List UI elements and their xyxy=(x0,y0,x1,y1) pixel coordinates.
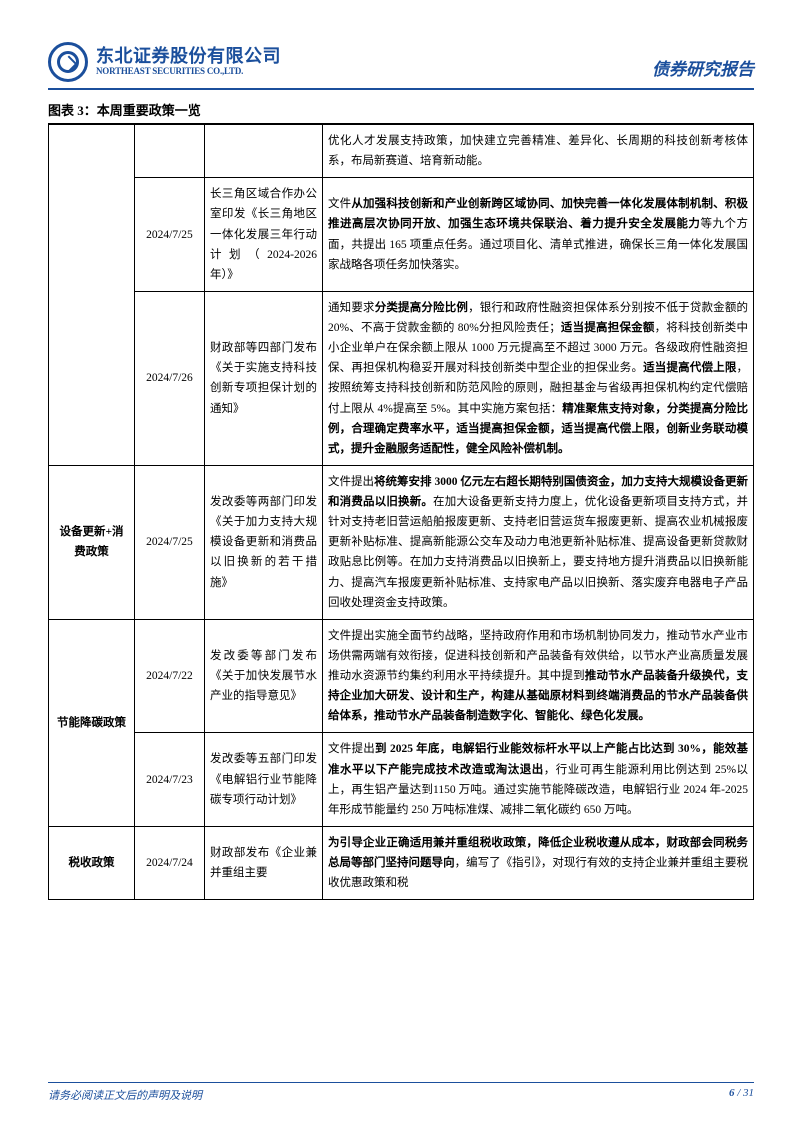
source-cell xyxy=(205,124,323,178)
desc-cell: 文件提出实施全面节约战略，坚持政府作用和市场机制协同发力，推动节水产业市场供需两… xyxy=(323,619,754,733)
category-cell xyxy=(49,124,135,465)
page-total: 31 xyxy=(743,1087,754,1099)
source-cell: 发改委等两部门印发《关于加力支持大规模设备更新和消费品以旧换新的若干措施》 xyxy=(205,465,323,619)
source-cell: 财政部发布《企业兼并重组主要 xyxy=(205,826,323,899)
table-row: 税收政策 2024/7/24 财政部发布《企业兼并重组主要 为引导企业正确适用兼… xyxy=(49,826,754,899)
date-cell: 2024/7/24 xyxy=(135,826,205,899)
desc-cell: 文件提出到 2025 年底，电解铝行业能效标杆水平以上产能占比达到 30%，能效… xyxy=(323,733,754,827)
table-caption: 图表 3：本周重要政策一览 xyxy=(48,100,754,119)
page-header: 东北证券股份有限公司 NORTHEAST SECURITIES CO.,LTD.… xyxy=(48,42,754,90)
desc-cell: 文件从加强科技创新和产业创新跨区域协同、加快完善一体化发展体制机制、积极推进高层… xyxy=(323,178,754,292)
desc-cell: 文件提出将统筹安排 3000 亿元左右超长期特别国债资金，加力支持大规模设备更新… xyxy=(323,465,754,619)
table-row: 节能降碳政策 2024/7/22 发改委等部门发布《关于加快发展节水产业的指导意… xyxy=(49,619,754,733)
footer-disclaimer: 请务必阅读正文后的声明及说明 xyxy=(48,1087,202,1103)
table-row: 优化人才发展支持政策，加快建立完善精准、差异化、长周期的科技创新考核体系，布局新… xyxy=(49,124,754,178)
desc-cell: 为引导企业正确适用兼并重组税收政策，降低企业税收遵从成本，财政部会同税务总局等部… xyxy=(323,826,754,899)
desc-cell: 通知要求分类提高分险比例，银行和政府性融资担保体系分别按不低于贷款金额的 20%… xyxy=(323,291,754,465)
table-row: 设备更新+消费政策 2024/7/25 发改委等两部门印发《关于加力支持大规模设… xyxy=(49,465,754,619)
source-cell: 发改委等五部门印发《电解铝行业节能降碳专项行动计划》 xyxy=(205,733,323,827)
page-sep: / xyxy=(734,1087,743,1099)
date-cell: 2024/7/25 xyxy=(135,178,205,292)
company-logo-block: 东北证券股份有限公司 NORTHEAST SECURITIES CO.,LTD. xyxy=(48,42,281,82)
company-name-cn: 东北证券股份有限公司 xyxy=(96,47,281,67)
table-row: 2024/7/23 发改委等五部门印发《电解铝行业节能降碳专项行动计划》 文件提… xyxy=(49,733,754,827)
company-name-en: NORTHEAST SECURITIES CO.,LTD. xyxy=(96,67,281,77)
date-cell: 2024/7/22 xyxy=(135,619,205,733)
table-row: 2024/7/25 长三角区域合作办公室印发《长三角地区一体化发展三年行动计划（… xyxy=(49,178,754,292)
date-cell: 2024/7/25 xyxy=(135,465,205,619)
report-type-label: 债券研究报告 xyxy=(652,55,754,82)
source-cell: 长三角区域合作办公室印发《长三角地区一体化发展三年行动计划（2024-2026年… xyxy=(205,178,323,292)
policy-table: 优化人才发展支持政策，加快建立完善精准、差异化、长周期的科技创新考核体系，布局新… xyxy=(48,123,754,900)
page-footer: 请务必阅读正文后的声明及说明 6 / 31 xyxy=(48,1082,754,1103)
logo-icon xyxy=(48,42,88,82)
date-cell: 2024/7/26 xyxy=(135,291,205,465)
source-cell: 财政部等四部门发布《关于实施支持科技创新专项担保计划的通知》 xyxy=(205,291,323,465)
source-cell: 发改委等部门发布《关于加快发展节水产业的指导意见》 xyxy=(205,619,323,733)
category-cell: 节能降碳政策 xyxy=(49,619,135,826)
date-cell: 2024/7/23 xyxy=(135,733,205,827)
page-number: 6 / 31 xyxy=(729,1087,754,1103)
category-cell: 设备更新+消费政策 xyxy=(49,465,135,619)
logo-text: 东北证券股份有限公司 NORTHEAST SECURITIES CO.,LTD. xyxy=(96,47,281,77)
table-row: 2024/7/26 财政部等四部门发布《关于实施支持科技创新专项担保计划的通知》… xyxy=(49,291,754,465)
category-cell: 税收政策 xyxy=(49,826,135,899)
date-cell xyxy=(135,124,205,178)
desc-cell: 优化人才发展支持政策，加快建立完善精准、差异化、长周期的科技创新考核体系，布局新… xyxy=(323,124,754,178)
